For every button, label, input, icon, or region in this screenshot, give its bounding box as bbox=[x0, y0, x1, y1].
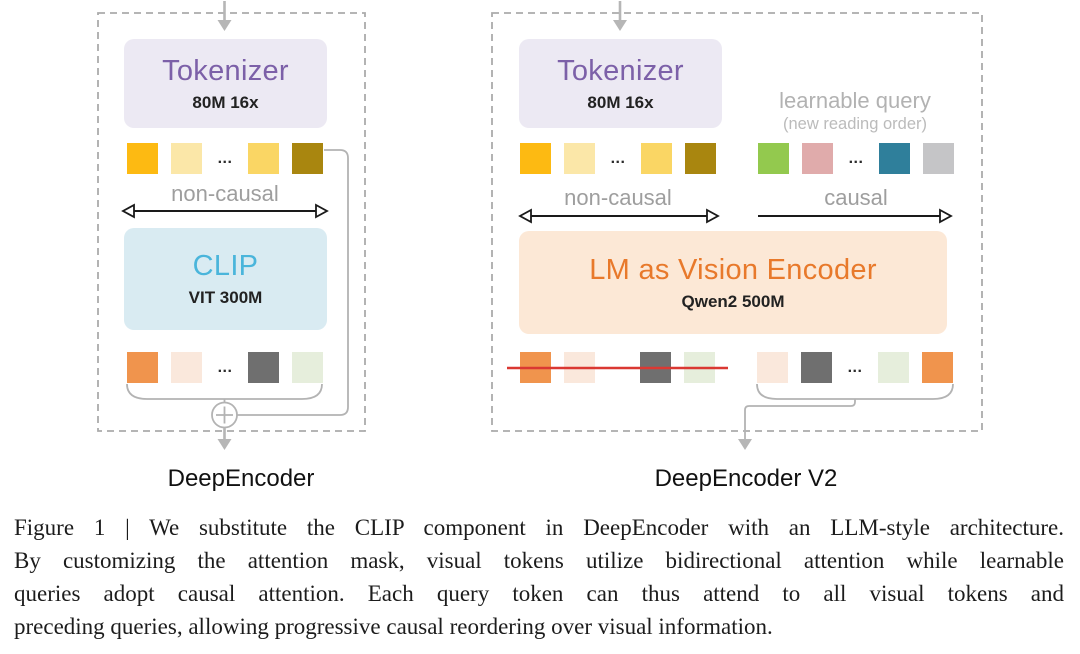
right-visual-token-row: ... bbox=[520, 143, 716, 174]
caption-line: Figure 1 | We substitute the CLIP compon… bbox=[14, 515, 1064, 540]
left-visual-token-row: ... bbox=[127, 143, 323, 174]
ellipsis: ... bbox=[217, 359, 233, 376]
left-input-arrow-icon bbox=[217, 1, 232, 31]
clip-encoder-box: CLIP VIT 300M bbox=[124, 228, 327, 330]
figure-caption: Figure 1 | We substitute the CLIP compon… bbox=[14, 511, 1064, 643]
kept-token-row: ... bbox=[757, 352, 953, 383]
token-square bbox=[922, 352, 953, 383]
token-square bbox=[801, 352, 832, 383]
learnable-query-title: learnable query bbox=[779, 88, 931, 113]
token-square bbox=[292, 352, 323, 383]
ellipsis: ... bbox=[847, 359, 863, 376]
right-panel-name: DeepEncoder V2 bbox=[654, 465, 838, 492]
token-square bbox=[879, 143, 910, 174]
token-square bbox=[640, 352, 671, 383]
token-square bbox=[520, 143, 551, 174]
causal-arrow bbox=[758, 208, 953, 224]
right-input-arrow-icon bbox=[613, 1, 627, 31]
token-square bbox=[564, 352, 595, 383]
learnable-query-subtitle: (new reading order) bbox=[783, 115, 927, 133]
left-tokenizer-box: Tokenizer 80M 16x bbox=[124, 39, 327, 128]
left-gather-bracket bbox=[126, 383, 323, 403]
left-output-arrow-icon bbox=[217, 427, 232, 450]
token-square bbox=[248, 143, 279, 174]
ellipsis: ... bbox=[217, 150, 233, 167]
discarded-token-row bbox=[520, 352, 715, 383]
right-noncausal-arrow bbox=[518, 208, 720, 224]
caption-line: By customizing the attention mask, visua… bbox=[14, 548, 1064, 573]
token-square bbox=[758, 143, 789, 174]
right-tokenizer-title: Tokenizer bbox=[557, 54, 684, 87]
clip-subtitle: VIT 300M bbox=[188, 288, 263, 307]
token-square bbox=[757, 352, 788, 383]
right-gather-bracket bbox=[744, 383, 954, 440]
token-square bbox=[641, 143, 672, 174]
token-square bbox=[878, 352, 909, 383]
learnable-query-token-row: ... bbox=[758, 143, 954, 174]
token-square bbox=[684, 352, 715, 383]
token-square bbox=[923, 143, 954, 174]
right-noncausal-label: non-causal bbox=[564, 185, 672, 210]
token-square bbox=[564, 143, 595, 174]
token-square bbox=[802, 143, 833, 174]
right-tokenizer-subtitle: 80M 16x bbox=[587, 92, 654, 112]
left-output-token-row: ... bbox=[127, 352, 323, 383]
token-square bbox=[171, 143, 202, 174]
right-tokenizer-box: Tokenizer 80M 16x bbox=[519, 39, 722, 128]
caption-line: queries adopt causal attention. Each que… bbox=[14, 581, 1064, 606]
token-square bbox=[685, 143, 716, 174]
left-noncausal-label: non-causal bbox=[171, 181, 279, 206]
right-output-arrow-icon bbox=[738, 439, 752, 450]
token-square bbox=[520, 352, 551, 383]
lm-title: LM as Vision Encoder bbox=[589, 253, 877, 286]
caption-line: preceding queries, allowing progressive … bbox=[14, 614, 773, 639]
lm-encoder-box: LM as Vision Encoder Qwen2 500M bbox=[519, 231, 947, 334]
token-square bbox=[248, 352, 279, 383]
add-operator-icon bbox=[211, 401, 238, 429]
token-square bbox=[127, 352, 158, 383]
left-panel-name: DeepEncoder bbox=[167, 465, 315, 492]
causal-label: causal bbox=[824, 185, 888, 210]
token-row-gap bbox=[608, 367, 627, 368]
clip-title: CLIP bbox=[192, 250, 259, 282]
learnable-query-label: learnable query (new reading order) bbox=[755, 88, 955, 134]
token-square bbox=[171, 352, 202, 383]
left-tokenizer-title: Tokenizer bbox=[162, 54, 289, 87]
token-square bbox=[127, 143, 158, 174]
ellipsis: ... bbox=[848, 150, 864, 167]
ellipsis: ... bbox=[610, 150, 626, 167]
lm-subtitle: Qwen2 500M bbox=[681, 291, 785, 311]
token-square bbox=[292, 143, 323, 174]
left-tokenizer-subtitle: 80M 16x bbox=[192, 92, 259, 112]
